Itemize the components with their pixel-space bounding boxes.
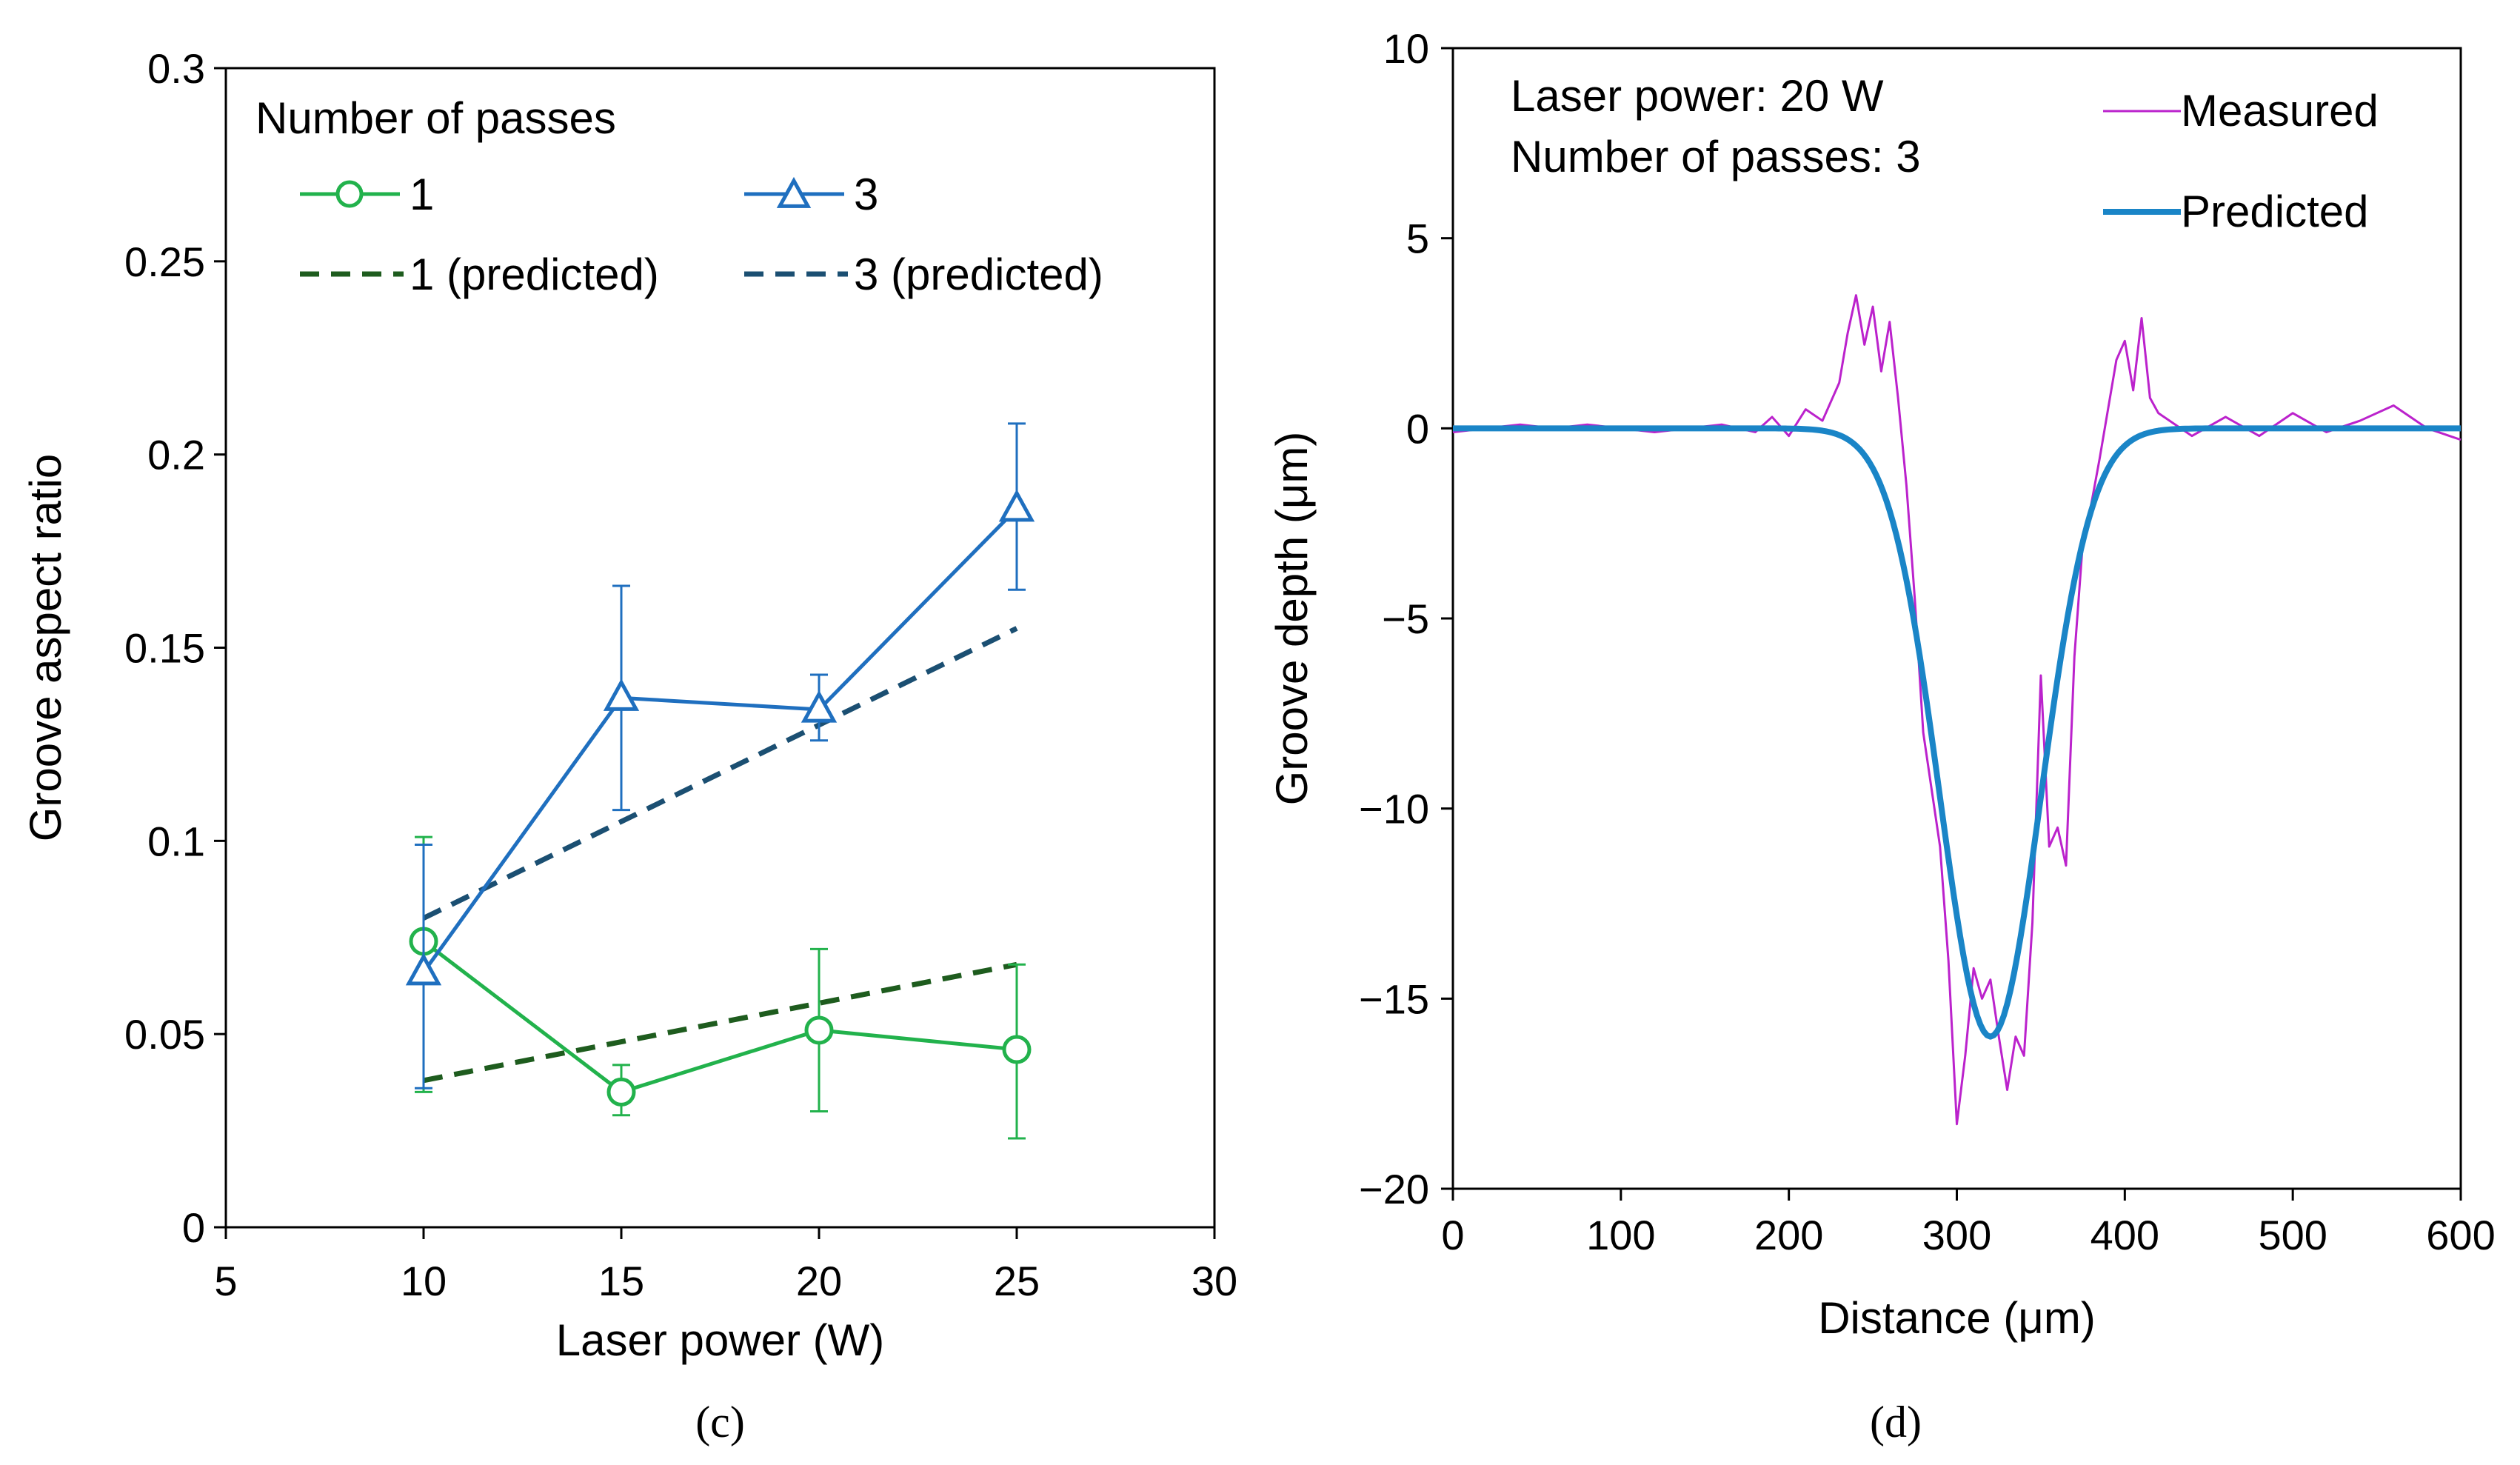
data-point (606, 1077, 636, 1107)
x-tick-label: 30 (1192, 1258, 1237, 1304)
legend-label-measured: Measured (2181, 86, 2379, 136)
y-axis-label: Groove aspect ratio (21, 454, 70, 842)
x-tick-label: 500 (2258, 1212, 2327, 1258)
x-tick-label: 400 (2090, 1212, 2159, 1258)
x-tick-label: 10 (401, 1258, 447, 1304)
x-tick-label: 5 (214, 1258, 237, 1304)
predicted-line-3 (422, 626, 1018, 921)
x-tick-label: 600 (2426, 1212, 2495, 1258)
data-point (804, 1015, 834, 1045)
legend-title: Number of passes (255, 93, 616, 143)
y-tick-label: 0.3 (147, 45, 205, 92)
y-tick-label: 5 (1406, 216, 1429, 262)
y-tick-label: 0.25 (124, 238, 205, 285)
legend-label-1-pred: 1 (predicted) (410, 250, 659, 299)
x-axis-label: Laser power (W) (556, 1315, 884, 1365)
series-line-1 (422, 939, 1017, 1095)
series-line-measured (1452, 294, 2461, 1126)
annotation-passes: Number of passes: 3 (1511, 132, 1921, 181)
y-tick-label: −15 (1359, 975, 1429, 1022)
y-tick-label: 0 (182, 1204, 205, 1251)
legend-marker-1 (335, 180, 364, 208)
x-tick-label: 0 (1441, 1212, 1464, 1258)
data-point (405, 952, 442, 986)
legend-marker-3 (776, 176, 812, 208)
chart-c: 5 10 15 20 25 30 0 0.05 0.1 0.15 0.2 0.25 0.3 Laser p… (21, 45, 1237, 1446)
x-tick-label: 200 (1754, 1212, 1823, 1258)
y-tick-label: −5 (1382, 595, 1429, 642)
y-tick-label: −20 (1359, 1166, 1429, 1212)
data-point (1002, 1035, 1032, 1064)
predicted-line-2 (423, 961, 1017, 1084)
y-tick-label: 10 (1383, 25, 1429, 72)
y-tick-label: 0 (1406, 405, 1429, 452)
chart-d: 0 100 200 300 400 500 600 −20 −15 −10 −5 0 5 10 Distan… (1267, 25, 2496, 1446)
legend-label-1: 1 (410, 170, 434, 219)
x-tick-label: 20 (796, 1258, 842, 1304)
legend-label-3-pred: 3 (predicted) (854, 250, 1103, 299)
y-tick-label: 0.1 (147, 818, 205, 864)
data-point (603, 678, 640, 711)
data-point (998, 489, 1035, 522)
caption-c: (c) (695, 1398, 745, 1446)
x-tick-label: 100 (1586, 1212, 1655, 1258)
x-tick-label: 25 (994, 1258, 1040, 1304)
y-tick-label: 0.2 (147, 432, 205, 478)
x-tick-label: 300 (1922, 1212, 1991, 1258)
plot-frame (224, 67, 1216, 1229)
x-axis-label: Distance (μm) (1818, 1293, 2096, 1343)
series-line-predicted (1453, 425, 2461, 1040)
data-point (801, 690, 838, 723)
x-tick-label: 15 (598, 1258, 644, 1304)
y-tick-label: 0.05 (124, 1011, 205, 1058)
y-tick-label: −10 (1359, 786, 1429, 832)
legend-label-3: 3 (854, 170, 878, 219)
y-tick-label: 0.15 (124, 625, 205, 672)
legend-label-predicted: Predicted (2181, 187, 2368, 236)
y-axis-label: Groove depth (μm) (1267, 432, 1317, 806)
caption-d: (d) (1870, 1398, 1922, 1446)
series-line-3 (421, 507, 1018, 974)
annotation-laser-power: Laser power: 20 W (1511, 71, 1884, 121)
